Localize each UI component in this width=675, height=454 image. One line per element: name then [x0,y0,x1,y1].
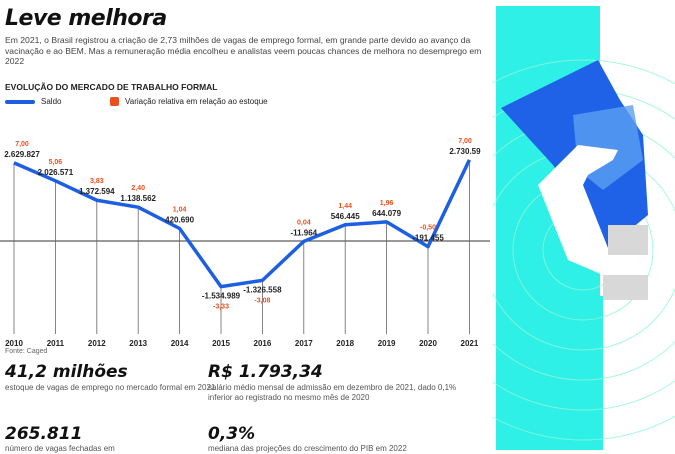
variation-label: 5,06 [49,159,63,166]
chart-title: EVOLUÇÃO DO MERCADO DE TRABALHO FORMAL [5,82,218,92]
stat-label: número de vagas fechadas em [5,444,115,453]
decorative-illustration [493,6,675,450]
x-tick-label: 2021 [461,339,479,348]
legend-saldo: Saldo [5,97,61,106]
intro-text: Em 2021, o Brasil registrou a criação de… [5,35,482,66]
x-tick-label: 2011 [47,339,65,348]
stat-label: salário médio mensal de admissão em deze… [208,383,457,402]
x-tick-label: 2017 [295,339,313,348]
variation-label: -0,50 [420,225,436,232]
stat-label: estoque de vagas de emprego no mercado f… [5,383,216,392]
stat-label: mediana das projeções do crescimento do … [208,444,407,453]
data-label: 644.079 [372,209,401,218]
x-tick-label: 2018 [336,339,354,348]
data-label: -1.326.558 [243,285,282,294]
data-label: -11.964 [290,228,317,237]
stat-value: 41,2 milhões [5,362,128,382]
variation-label: 7,00 [458,138,472,145]
page-title: Leve melhora [5,6,167,31]
legend-variation-swatch [110,97,119,106]
x-tick-label: 2019 [378,339,396,348]
x-tick-label: 2012 [88,339,106,348]
stat-value: 265.811 [5,424,83,444]
x-tick-label: 2014 [171,339,189,348]
data-label: 2.629.827 [4,150,40,159]
data-label: 1.372.594 [79,187,115,196]
x-tick-label: 2015 [212,339,230,348]
variation-label: 1,44 [338,203,352,210]
x-tick-label: 2010 [5,339,23,348]
line-chart: 2010 2011 2012 2013 2014 2015 2016 2017 2018 2019… [0,138,490,348]
variation-label: 7,00 [15,141,29,148]
legend-variation: Variação relativa em relação ao estoque [110,97,268,106]
stat-value: R$ 1.793,34 [208,362,323,382]
variation-label: 0,04 [297,219,311,226]
data-label: -191.455 [412,234,444,243]
variation-label: 1,04 [173,207,187,214]
stat-value: 0,3% [208,424,256,444]
saldo-line [13,159,471,289]
legend-line-swatch [5,99,35,104]
data-label: 420.690 [165,216,194,225]
variation-label: -3,08 [254,297,270,304]
variation-label: -3,33 [213,304,229,311]
variation-label: 2,40 [131,185,145,192]
data-label: 546.445 [331,212,360,221]
x-tick-label: 2016 [254,339,272,348]
data-label: -1.534.989 [202,292,241,301]
source: Fonte: Caged [5,348,48,355]
x-tick-label: 2013 [129,339,147,348]
variation-label: 1,96 [380,200,394,207]
data-label: 2.026.571 [38,168,74,177]
variation-label: 3,83 [90,178,104,185]
data-label: 1.138.562 [120,194,156,203]
x-tick-label: 2020 [419,339,437,348]
data-label: 2.730.59 [449,147,481,156]
